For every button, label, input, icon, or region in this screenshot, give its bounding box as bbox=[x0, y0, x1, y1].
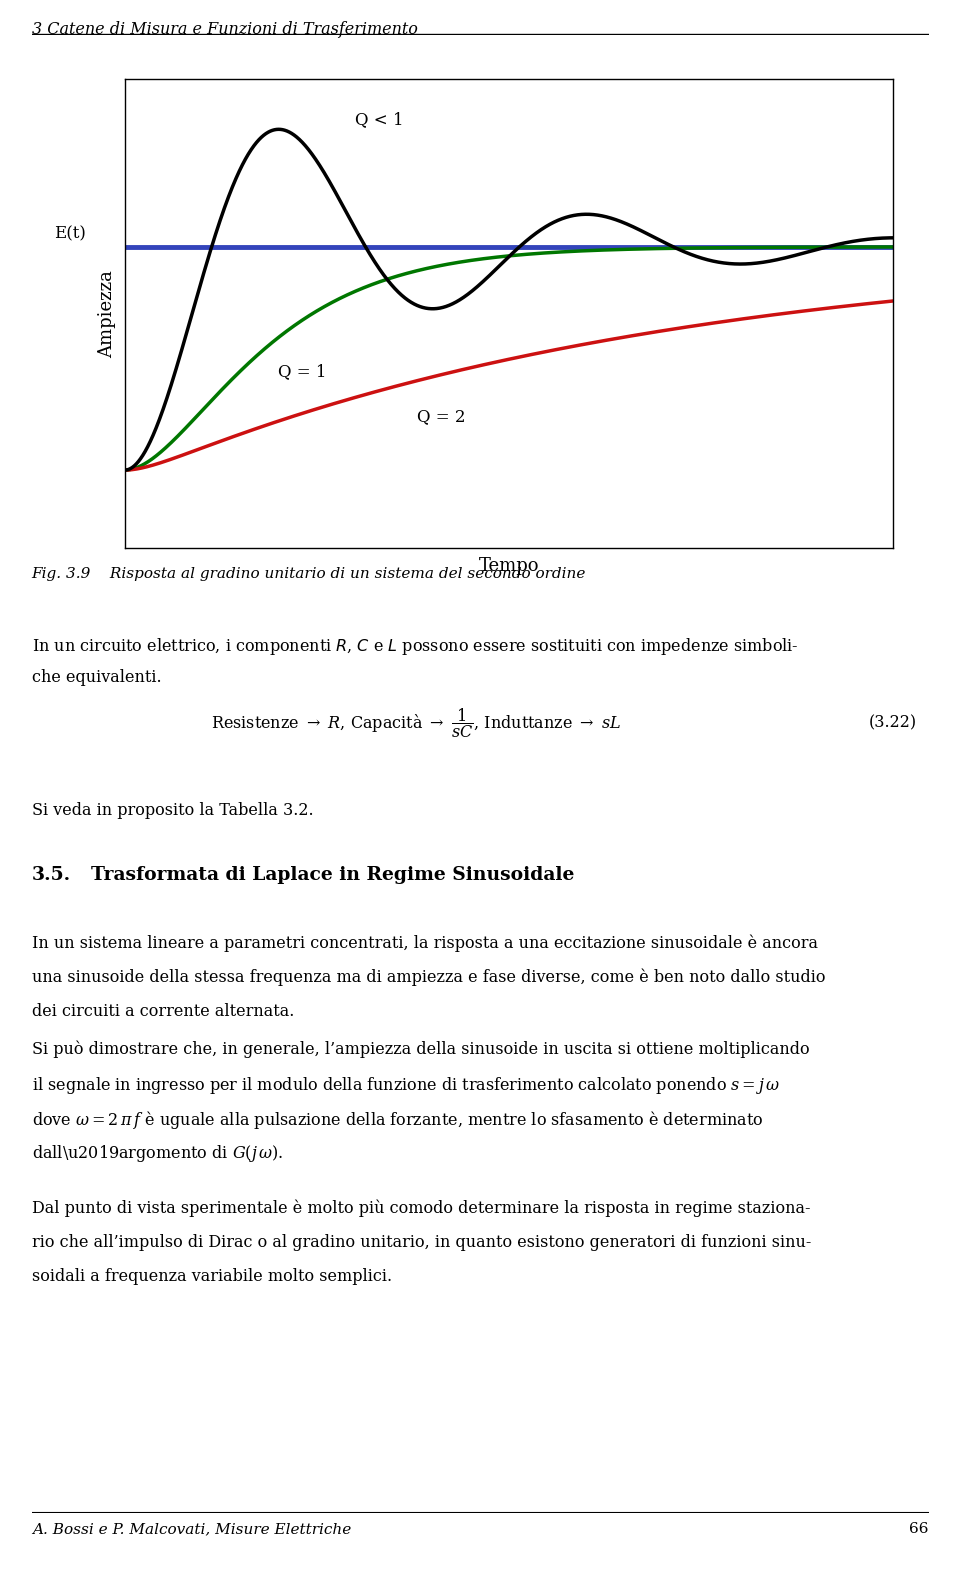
Text: Trasformata di Laplace in Regime Sinusoidale: Trasformata di Laplace in Regime Sinusoi… bbox=[91, 866, 575, 883]
Text: In un sistema lineare a parametri concentrati, la risposta a una eccitazione sin: In un sistema lineare a parametri concen… bbox=[32, 934, 818, 952]
Text: Q < 1: Q < 1 bbox=[355, 111, 404, 129]
Text: A. Bossi e P. Malcovati, Misure Elettriche: A. Bossi e P. Malcovati, Misure Elettric… bbox=[32, 1522, 351, 1537]
Text: Q = 1: Q = 1 bbox=[278, 364, 327, 380]
Text: una sinusoide della stessa frequenza ma di ampiezza e fase diverse, come è ben n: una sinusoide della stessa frequenza ma … bbox=[32, 969, 826, 987]
Text: Resistenze $\rightarrow$ $R$, Capacità $\rightarrow$ $\dfrac{1}{sC}$, Induttanze: Resistenze $\rightarrow$ $R$, Capacità $… bbox=[211, 706, 621, 740]
Y-axis label: Ampiezza: Ampiezza bbox=[99, 270, 116, 358]
Text: Q = 2: Q = 2 bbox=[417, 408, 466, 424]
Text: (3.22): (3.22) bbox=[869, 715, 917, 731]
Text: soidali a frequenza variabile molto semplici.: soidali a frequenza variabile molto semp… bbox=[32, 1268, 392, 1286]
Text: il segnale in ingresso per il modulo della funzione di trasferimento calcolato p: il segnale in ingresso per il modulo del… bbox=[32, 1076, 780, 1096]
Text: Fig. 3.9    Risposta al gradino unitario di un sistema del secondo ordine: Fig. 3.9 Risposta al gradino unitario di… bbox=[32, 567, 586, 582]
Text: 66: 66 bbox=[909, 1522, 928, 1537]
Text: E(t): E(t) bbox=[55, 226, 86, 243]
Text: dall\u2019argomento di $G(j\,\omega)$.: dall\u2019argomento di $G(j\,\omega)$. bbox=[32, 1144, 283, 1165]
Text: dove $\omega = 2\,\pi\,f$ è uguale alla pulsazione della forzante, mentre lo sfa: dove $\omega = 2\,\pi\,f$ è uguale alla … bbox=[32, 1109, 763, 1131]
Text: In un circuito elettrico, i componenti $R$, $C$ e $L$ possono essere sostituiti : In un circuito elettrico, i componenti $… bbox=[32, 636, 799, 656]
Text: Dal punto di vista sperimentale è molto più comodo determinare la risposta in re: Dal punto di vista sperimentale è molto … bbox=[32, 1200, 810, 1217]
Text: 3 Catene di Misura e Funzioni di Trasferimento: 3 Catene di Misura e Funzioni di Trasfer… bbox=[32, 21, 418, 38]
Text: 3.5.: 3.5. bbox=[32, 866, 71, 883]
Text: dei circuiti a corrente alternata.: dei circuiti a corrente alternata. bbox=[32, 1003, 294, 1020]
Text: Si veda in proposito la Tabella 3.2.: Si veda in proposito la Tabella 3.2. bbox=[32, 802, 313, 820]
Text: che equivalenti.: che equivalenti. bbox=[32, 669, 161, 686]
X-axis label: Tempo: Tempo bbox=[478, 556, 540, 575]
Text: rio che all’impulso di Dirac o al gradino unitario, in quanto esistono generator: rio che all’impulso di Dirac o al gradin… bbox=[32, 1233, 811, 1251]
Text: Si può dimostrare che, in generale, l’ampiezza della sinusoide in uscita si otti: Si può dimostrare che, in generale, l’am… bbox=[32, 1041, 809, 1058]
